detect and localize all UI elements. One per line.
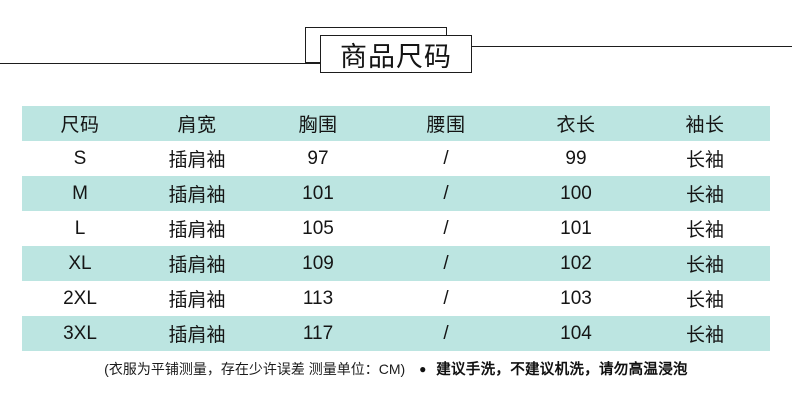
cell-size: L	[74, 217, 86, 239]
title-rule-left	[0, 63, 330, 64]
cell-length: 101	[560, 217, 592, 239]
table-row: XL 插肩袖 109 / 102 长袖	[22, 246, 770, 281]
cell-bust: 97	[307, 147, 329, 169]
column-header-waist: 腰围	[426, 115, 466, 136]
cell-shoulder: 插肩袖	[168, 220, 226, 241]
cell-sleeve: 长袖	[685, 255, 724, 276]
bullet-icon: ●	[419, 362, 427, 376]
table-row: S 插肩袖 97 / 99 长袖	[22, 141, 770, 176]
title-rule-right	[462, 46, 792, 47]
cell-bust: 113	[302, 287, 334, 309]
table-header: 尺码 肩宽 胸围 腰围 衣长 袖长	[22, 106, 770, 141]
cell-waist: /	[443, 252, 449, 274]
column-header-bust: 胸围	[298, 115, 338, 136]
cell-size: 2XL	[63, 287, 97, 309]
column-header-length: 衣长	[556, 115, 596, 136]
measurement-note: (衣服为平铺测量，存在少许误差 测量单位：CM)	[104, 361, 406, 377]
table-row: 2XL 插肩袖 113 / 103 长袖	[22, 281, 770, 316]
cell-sleeve: 长袖	[685, 220, 724, 241]
cell-waist: /	[443, 182, 449, 204]
cell-length: 104	[560, 322, 592, 344]
table-header-row: 尺码 肩宽 胸围 腰围 衣长 袖长	[22, 106, 770, 141]
cell-sleeve: 长袖	[685, 150, 724, 171]
column-header-size: 尺码	[60, 115, 100, 136]
table-row: 3XL 插肩袖 117 / 104 长袖	[22, 316, 770, 351]
cell-waist: /	[443, 147, 449, 169]
table-row: L 插肩袖 105 / 101 长袖	[22, 211, 770, 246]
cell-sleeve: 长袖	[685, 290, 724, 311]
cell-length: 100	[560, 182, 592, 204]
cell-waist: /	[443, 217, 449, 239]
footer-note: (衣服为平铺测量，存在少许误差 测量单位：CM) ● 建议手洗，不建议机洗，请勿…	[0, 358, 792, 379]
cell-sleeve: 长袖	[685, 185, 724, 206]
cell-shoulder: 插肩袖	[168, 290, 226, 311]
column-header-shoulder: 肩宽	[177, 115, 217, 136]
care-instruction-note: 建议手洗，不建议机洗，请勿高温浸泡	[436, 362, 688, 378]
cell-bust: 109	[302, 252, 334, 274]
cell-size: S	[73, 147, 87, 169]
cell-length: 99	[565, 147, 587, 169]
title-banner: 商品尺码	[0, 0, 792, 96]
column-header-sleeve: 袖长	[685, 115, 725, 136]
title-box-front	[320, 35, 472, 73]
cell-waist: /	[443, 287, 449, 309]
table-body: S 插肩袖 97 / 99 长袖 M 插肩袖 101 / 100 长袖 L 插肩…	[22, 141, 770, 351]
cell-shoulder: 插肩袖	[168, 255, 226, 276]
cell-length: 102	[560, 252, 592, 274]
cell-bust: 101	[302, 182, 334, 204]
cell-size: 3XL	[63, 322, 97, 344]
cell-waist: /	[443, 322, 449, 344]
page-title: 商品尺码	[340, 41, 452, 72]
cell-size: M	[72, 182, 88, 204]
cell-sleeve: 长袖	[685, 325, 724, 346]
size-chart-table: 尺码 肩宽 胸围 腰围 衣长 袖长 S 插肩袖 97 / 99 长袖 M 插肩袖…	[22, 106, 770, 351]
cell-shoulder: 插肩袖	[168, 325, 226, 346]
cell-bust: 105	[302, 217, 334, 239]
cell-length: 103	[560, 287, 592, 309]
table-row: M 插肩袖 101 / 100 长袖	[22, 176, 770, 211]
cell-bust: 117	[302, 322, 334, 344]
cell-shoulder: 插肩袖	[168, 185, 226, 206]
cell-size: XL	[68, 252, 92, 274]
cell-shoulder: 插肩袖	[168, 150, 226, 171]
